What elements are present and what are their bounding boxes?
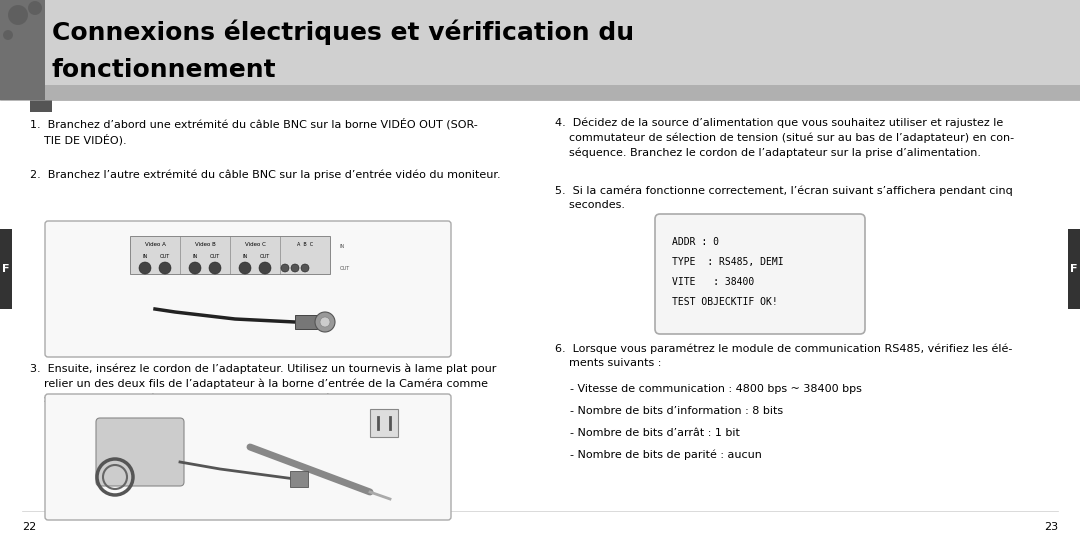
FancyBboxPatch shape — [45, 394, 451, 520]
Text: 3.  Ensuite, insérez le cordon de l’adaptateur. Utilisez un tournevis à lame pla: 3. Ensuite, insérez le cordon de l’adapt… — [30, 364, 497, 404]
Bar — [291, 471, 308, 487]
Circle shape — [8, 5, 28, 25]
Text: Video B: Video B — [194, 241, 215, 246]
Text: TEST OBJECKTIF OK!: TEST OBJECKTIF OK! — [672, 297, 778, 307]
Text: IN: IN — [192, 253, 198, 259]
Circle shape — [291, 264, 299, 272]
Text: - Nombre de bits de parité : aucun: - Nombre de bits de parité : aucun — [570, 450, 761, 460]
Bar — [30, 100, 52, 112]
Text: 23: 23 — [1044, 522, 1058, 532]
Circle shape — [210, 262, 221, 274]
Circle shape — [159, 262, 171, 274]
Circle shape — [139, 262, 151, 274]
Text: 2.  Branchez l’autre extrémité du câble BNC sur la prise d’entrée vidéo du monit: 2. Branchez l’autre extrémité du câble B… — [30, 170, 501, 181]
Bar — [0, 0, 1080, 100]
Bar — [130, 236, 330, 274]
Bar — [0, 229, 12, 309]
Text: - Vitesse de communication : 4800 bps ~ 38400 bps: - Vitesse de communication : 4800 bps ~ … — [570, 384, 862, 394]
FancyBboxPatch shape — [96, 418, 184, 486]
Text: TYPE  : RS485, DEMI: TYPE : RS485, DEMI — [672, 257, 784, 267]
Circle shape — [320, 317, 330, 327]
Circle shape — [315, 312, 335, 332]
Text: IN: IN — [143, 253, 148, 259]
Circle shape — [301, 264, 309, 272]
Text: Connexions électriques et vérification du: Connexions électriques et vérification d… — [52, 19, 634, 45]
Text: IN: IN — [340, 244, 346, 248]
Circle shape — [281, 264, 289, 272]
FancyBboxPatch shape — [45, 221, 451, 357]
Bar — [295, 315, 318, 329]
Text: VITE   : 38400: VITE : 38400 — [672, 277, 754, 287]
Circle shape — [3, 30, 13, 40]
Bar — [0, 85, 1080, 100]
Text: F: F — [1070, 264, 1078, 274]
Text: F: F — [2, 264, 10, 274]
Text: 4.  Décidez de la source d’alimentation que vous souhaitez utiliser et rajustez : 4. Décidez de la source d’alimentation q… — [555, 118, 1014, 158]
FancyBboxPatch shape — [654, 214, 865, 334]
Text: OUT: OUT — [260, 253, 270, 259]
Circle shape — [239, 262, 251, 274]
Circle shape — [189, 262, 201, 274]
Bar — [0, 0, 45, 100]
Text: Video C: Video C — [244, 241, 266, 246]
Text: 22: 22 — [22, 522, 37, 532]
Bar — [370, 409, 399, 437]
Text: Video A: Video A — [145, 241, 165, 246]
Bar — [0, 0, 1080, 85]
Text: fonctionnement: fonctionnement — [52, 58, 276, 82]
Text: 1.  Branchez d’abord une extrémité du câble BNC sur la borne VIDÉO OUT (SOR-
   : 1. Branchez d’abord une extrémité du câb… — [30, 118, 477, 146]
Text: A  B  C: A B C — [297, 241, 313, 246]
Text: ADDR : 0: ADDR : 0 — [672, 237, 719, 247]
Text: - Nombre de bits d’arrât : 1 bit: - Nombre de bits d’arrât : 1 bit — [570, 428, 740, 438]
Text: OUT: OUT — [210, 253, 220, 259]
Text: IN: IN — [242, 253, 247, 259]
Bar — [1068, 229, 1080, 309]
Circle shape — [28, 1, 42, 15]
Text: 6.  Lorsque vous paramétrez le module de communication RS485, vérifiez les élé-
: 6. Lorsque vous paramétrez le module de … — [555, 344, 1012, 369]
Text: - Nombre de bits d’information : 8 bits: - Nombre de bits d’information : 8 bits — [570, 406, 783, 416]
Text: OUT: OUT — [340, 266, 350, 272]
Text: 5.  Si la caméra fonctionne correctement, l’écran suivant s’affichera pendant ci: 5. Si la caméra fonctionne correctement,… — [555, 186, 1013, 211]
Text: OUT: OUT — [160, 253, 171, 259]
Circle shape — [259, 262, 271, 274]
